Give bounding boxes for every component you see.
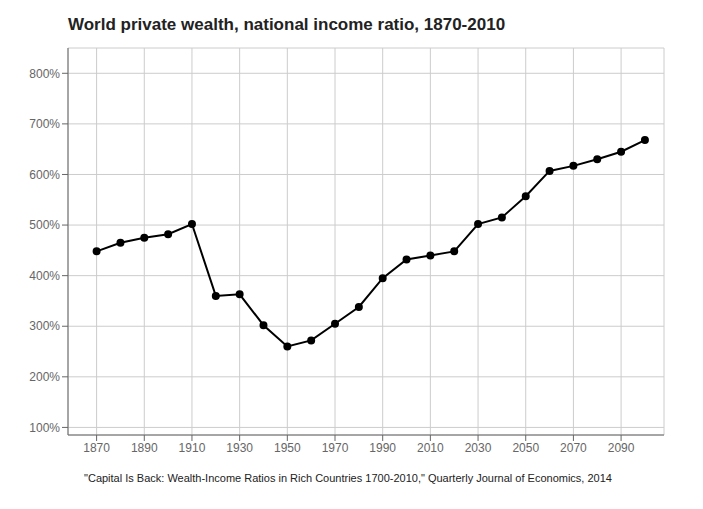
- svg-text:1870: 1870: [83, 441, 110, 455]
- svg-text:1970: 1970: [322, 441, 349, 455]
- svg-text:700%: 700%: [29, 117, 60, 131]
- svg-text:400%: 400%: [29, 269, 60, 283]
- svg-text:2050: 2050: [512, 441, 539, 455]
- svg-text:1990: 1990: [369, 441, 396, 455]
- svg-text:1910: 1910: [179, 441, 206, 455]
- svg-text:1950: 1950: [274, 441, 301, 455]
- svg-text:500%: 500%: [29, 218, 60, 232]
- svg-text:2070: 2070: [560, 441, 587, 455]
- svg-text:600%: 600%: [29, 168, 60, 182]
- svg-text:2010: 2010: [417, 441, 444, 455]
- svg-text:200%: 200%: [29, 370, 60, 384]
- html-text:"Capital Is Back: Wealth-Incom: "Capital Is Back: Wealth-Income Ratios i…: [84, 472, 612, 484]
- svg-text:100%: 100%: [29, 421, 60, 435]
- html-text:World private wealth, national: World private wealth, national income ra…: [68, 15, 506, 34]
- svg-text:2090: 2090: [608, 441, 635, 455]
- svg-text:1890: 1890: [131, 441, 158, 455]
- svg-text:2030: 2030: [465, 441, 492, 455]
- svg-text:300%: 300%: [29, 319, 60, 333]
- svg-text:1930: 1930: [226, 441, 253, 455]
- svg-text:800%: 800%: [29, 67, 60, 81]
